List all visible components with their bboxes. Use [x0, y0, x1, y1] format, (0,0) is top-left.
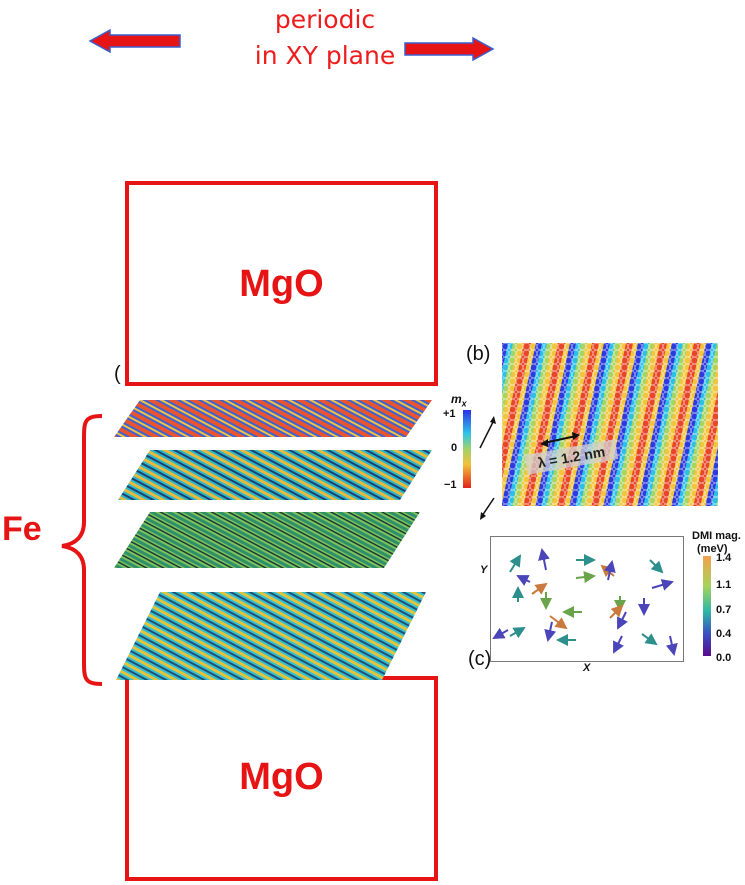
fe-layer-3	[114, 512, 420, 568]
dmi-tick-4: 0.4	[716, 628, 732, 640]
fe-brace-icon	[61, 414, 103, 686]
fe-layer-2	[118, 450, 432, 500]
fe-layers-figure	[114, 400, 432, 680]
dmi-tick-1: 1.4	[716, 552, 732, 564]
panel-c-xaxis: X	[583, 662, 591, 674]
mx-tick-top: +1	[443, 408, 456, 420]
periodic-label: periodic in XY plane	[230, 2, 420, 74]
fe-layer-4	[116, 592, 426, 680]
periodic-line1: periodic	[274, 5, 376, 34]
right-arrow-icon	[404, 36, 495, 62]
fe-layer-1	[114, 400, 432, 437]
left-arrow-icon	[88, 28, 181, 54]
mgo-bottom-label: MgO	[239, 756, 324, 798]
dmi-colorbar	[703, 556, 711, 656]
mx-colorbar-title: mx	[451, 392, 467, 408]
panel-b-label: (b)	[466, 343, 491, 365]
mx-tick-bottom: −1	[444, 479, 457, 491]
mx-sub: x	[461, 398, 467, 409]
panel-a-paren: (	[114, 363, 121, 385]
spin-lattice-figure: λ = 1.2 nm	[502, 343, 718, 506]
mgo-top-label: MgO	[239, 263, 324, 305]
panel-c-yaxis: Y	[480, 564, 488, 576]
fe-label: Fe	[2, 510, 42, 548]
periodic-line2: in XY plane	[254, 41, 396, 70]
dmi-tick-5: 0.0	[716, 652, 732, 664]
dmi-tick-2: 1.1	[716, 579, 732, 591]
connector-arrows-icon	[479, 416, 496, 520]
panel-c-label: (c)	[468, 648, 492, 670]
dmi-vector-plot	[490, 536, 684, 662]
mx-title: m	[451, 392, 462, 406]
mx-colorbar	[463, 410, 471, 488]
dmi-colorbar-title: DMI mag.	[692, 530, 741, 542]
dmi-colorbar-unit: (meV)	[697, 543, 728, 555]
mx-tick-mid: 0	[451, 442, 458, 454]
mgo-top-box: MgO	[125, 181, 438, 386]
dmi-tick-3: 0.7	[716, 604, 732, 616]
mgo-bottom-box: MgO	[125, 676, 438, 881]
